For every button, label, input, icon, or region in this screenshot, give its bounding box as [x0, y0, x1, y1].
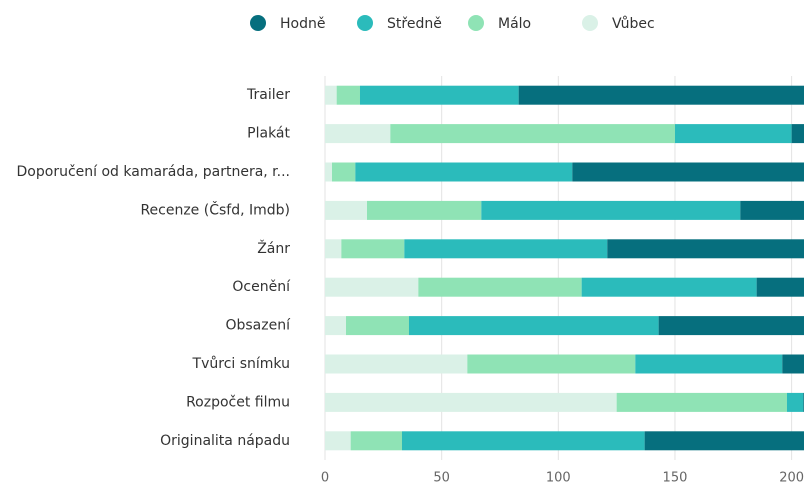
bar-segment	[404, 239, 608, 259]
bar-segment	[390, 124, 675, 144]
y-tick-label: Rozpočet filmu	[186, 394, 290, 410]
bar-segment	[740, 200, 804, 220]
bar-segment	[786, 392, 804, 412]
bar-segment	[325, 85, 337, 105]
bar-segment	[331, 162, 356, 182]
legend-swatch	[582, 15, 598, 31]
bar-segment	[408, 316, 659, 336]
bar-segment	[635, 354, 783, 374]
bars	[325, 85, 804, 451]
x-tick-label: 50	[433, 471, 450, 486]
bar-segment	[355, 162, 573, 182]
bar-segment	[366, 200, 482, 220]
legend-label: Málo	[498, 16, 531, 32]
bar-segment	[607, 239, 804, 259]
x-tick-label: 100	[546, 471, 571, 486]
bar-segment	[401, 431, 645, 451]
y-tick-label: Originalita nápadu	[160, 433, 290, 449]
y-tick-label: Tvůrci snímku	[192, 356, 290, 372]
bar-segment	[341, 239, 405, 259]
legend-label: Hodně	[280, 16, 325, 32]
bar-segment	[325, 124, 391, 144]
bar-segment	[616, 392, 787, 412]
bar-segment	[756, 277, 804, 297]
bar-segment	[658, 316, 804, 336]
bar-segment	[345, 316, 409, 336]
x-tick-label: 0	[321, 471, 329, 486]
legend-swatch	[357, 15, 373, 31]
bar-segment	[325, 392, 617, 412]
y-tick-label: Plakát	[247, 126, 290, 142]
y-tick-label: Žánr	[257, 239, 290, 257]
bar-segment	[325, 200, 367, 220]
bar-segment	[325, 277, 419, 297]
legend-swatch	[468, 15, 484, 31]
bar-segment	[418, 277, 582, 297]
bar-segment	[518, 85, 804, 105]
bar-segment	[481, 200, 741, 220]
bar-segment	[325, 162, 332, 182]
bar-segment	[325, 239, 342, 259]
bar-segment	[782, 354, 804, 374]
bar-segment	[359, 85, 519, 105]
bar-segment	[325, 354, 468, 374]
y-tick-label: Obsazení	[225, 318, 291, 334]
y-tick-label: Doporučení od kamaráda, partnera, r...	[17, 164, 290, 180]
bar-segment	[467, 354, 636, 374]
bar-segment	[644, 431, 804, 451]
legend-label: Vůbec	[612, 16, 655, 32]
bar-segment	[572, 162, 804, 182]
y-tick-label: Recenze (Čsfd, Imdb)	[140, 200, 290, 218]
legend-label: Středně	[387, 16, 442, 32]
legend-swatch	[250, 15, 266, 31]
bar-segment	[791, 124, 804, 144]
bar-segment	[350, 431, 402, 451]
bar-segment	[325, 316, 346, 336]
x-tick-label: 200	[779, 471, 804, 486]
bar-segment	[336, 85, 360, 105]
y-tick-label: Trailer	[246, 87, 290, 103]
bar-segment	[581, 277, 757, 297]
labels: 0 50 100 150 200 Trailer Plakát Doporučení od k…	[17, 15, 804, 486]
bar-segment	[325, 431, 351, 451]
y-tick-label: Ocenění	[232, 279, 291, 295]
x-tick-label: 150	[663, 471, 688, 486]
bar-segment	[674, 124, 792, 144]
